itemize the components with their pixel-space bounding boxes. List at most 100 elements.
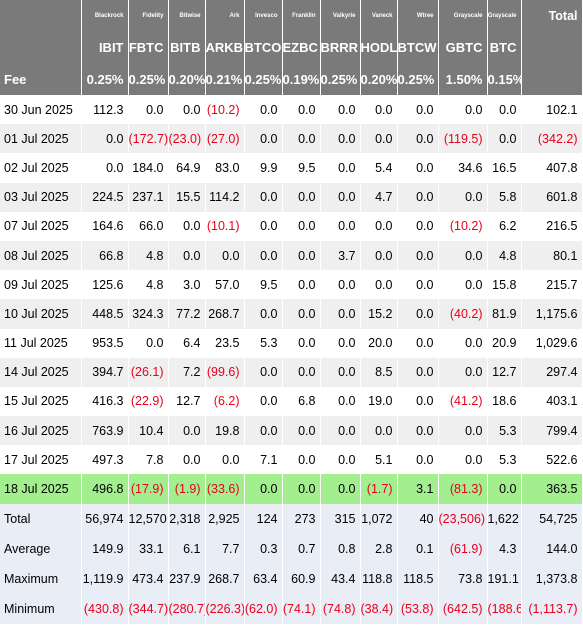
flow-value: (99.6) — [205, 357, 245, 387]
summary-total: (1,113.7) — [521, 593, 583, 624]
flow-value: 4.8 — [487, 240, 522, 271]
flow-value: 0.0 — [438, 416, 488, 446]
flow-value: (172.7) — [128, 124, 169, 154]
flow-value: 9.5 — [282, 153, 321, 183]
flow-value: 184.0 — [128, 153, 169, 183]
flow-value: 0.0 — [320, 299, 361, 329]
flow-value: (6.2) — [205, 386, 245, 417]
ticker-header: BRRR — [320, 32, 361, 63]
summary-value: (642.5) — [438, 593, 488, 624]
flow-value: 0.0 — [320, 386, 361, 417]
summary-value: 12,570 — [128, 503, 169, 534]
flow-value: 0.0 — [320, 182, 361, 212]
flow-value: 34.6 — [438, 153, 488, 183]
flow-value: 77.2 — [168, 299, 206, 329]
summary-value: 315 — [320, 503, 361, 534]
fee-row: Fee 0.25% 0.25% 0.20% 0.21% 0.25% 0.19% 0.25% 0.… — [0, 63, 583, 95]
flow-value: 0.0 — [282, 182, 321, 212]
table-row: 18 Jul 2025 496.8 (17.9) (1.9) (33.6) 0.0 0.0 0… — [0, 474, 583, 504]
flow-value: 0.0 — [360, 211, 398, 241]
flow-value: 125.6 — [81, 270, 129, 300]
flow-value: 4.8 — [128, 270, 169, 300]
row-total: 1,029.6 — [521, 328, 583, 358]
summary-value: 237.9 — [168, 563, 206, 594]
flow-value: 112.3 — [81, 95, 129, 125]
summary-value: 2,318 — [168, 503, 206, 534]
flow-value: 0.0 — [397, 299, 439, 329]
flow-value: 0.0 — [205, 445, 245, 475]
flow-value: 3.7 — [320, 240, 361, 271]
flow-value: (22.9) — [128, 386, 169, 417]
flow-value: 15.2 — [360, 299, 398, 329]
ticker-corner-cell — [0, 32, 82, 63]
flow-value: 497.3 — [81, 445, 129, 475]
summary-value: 2.8 — [360, 533, 398, 564]
row-total: 215.7 — [521, 270, 583, 300]
flow-value: 20.0 — [360, 328, 398, 358]
summary-label: Maximum — [0, 563, 82, 594]
row-date: 14 Jul 2025 — [0, 357, 82, 387]
row-total: 522.6 — [521, 445, 583, 475]
summary-value: (61.9) — [438, 533, 488, 564]
summary-value: (23,506) — [438, 503, 488, 534]
flow-value: 3.0 — [168, 270, 206, 300]
flow-value: 4.8 — [128, 240, 169, 271]
summary-row: Average 149.9 33.1 6.1 7.7 0.3 0.7 0.8 2.8 0.1 (61… — [0, 533, 583, 564]
flow-value: 0.0 — [397, 357, 439, 387]
summary-value: 4.3 — [487, 533, 522, 564]
summary-value: 1,622 — [487, 503, 522, 534]
flow-value: (23.0) — [168, 124, 206, 154]
flow-value: 0.0 — [438, 95, 488, 125]
flow-value: 0.0 — [282, 416, 321, 446]
flow-value: 4.7 — [360, 182, 398, 212]
ticker-header: EZBC — [282, 32, 321, 63]
flow-value: 0.0 — [128, 95, 169, 125]
row-date: 03 Jul 2025 — [0, 182, 82, 212]
summary-value: 6.1 — [168, 533, 206, 564]
row-date: 16 Jul 2025 — [0, 416, 82, 446]
summary-value: (430.8) — [81, 593, 129, 624]
ticker-header: ARKB — [205, 32, 245, 63]
fee-value: 0.25% — [397, 63, 439, 95]
flow-value: 0.0 — [205, 240, 245, 271]
flow-value: 0.0 — [282, 328, 321, 358]
summary-value: (280.7) — [168, 593, 206, 624]
flow-value: 0.0 — [397, 95, 439, 125]
flow-value: 0.0 — [438, 270, 488, 300]
flow-value: 0.0 — [397, 153, 439, 183]
ticker-header: BTC — [487, 32, 522, 63]
flow-value: 19.0 — [360, 386, 398, 417]
issuer-name: Grayscale — [438, 0, 488, 32]
ticker-header: BTCW — [397, 32, 439, 63]
summary-total: 54,725 — [521, 503, 583, 534]
flow-value: 0.0 — [168, 416, 206, 446]
flow-value: 0.0 — [282, 95, 321, 125]
flow-value: 496.8 — [81, 474, 129, 504]
summary-value: 268.7 — [205, 563, 245, 594]
flow-value: 5.8 — [487, 182, 522, 212]
flow-value: (33.6) — [205, 474, 245, 504]
issuer-name: Bitwise — [168, 0, 206, 32]
flow-value: 0.0 — [397, 270, 439, 300]
table-row: 11 Jul 2025 953.5 0.0 6.4 23.5 5.3 0.0 0.0 20.0 0… — [0, 328, 583, 358]
table-row: 15 Jul 2025 416.3 (22.9) 12.7 (6.2) 0.0 6.8 0.0… — [0, 386, 583, 417]
issuer-name: Grayscale — [487, 0, 522, 32]
flow-value: 6.8 — [282, 386, 321, 417]
flow-value: 12.7 — [168, 386, 206, 417]
flow-value: 6.4 — [168, 328, 206, 358]
flow-value: 19.8 — [205, 416, 245, 446]
table-row: 03 Jul 2025 224.5 237.1 15.5 114.2 0.0 0.0 0.0 4… — [0, 182, 583, 212]
summary-value: 473.4 — [128, 563, 169, 594]
summary-value: 0.3 — [244, 533, 283, 564]
flow-value: 0.0 — [282, 357, 321, 387]
flow-value: 64.9 — [168, 153, 206, 183]
ticker-total-cell — [521, 32, 583, 63]
summary-value: 63.4 — [244, 563, 283, 594]
flow-value: 0.0 — [320, 153, 361, 183]
summary-row: Maximum 1,119.9 473.4 237.9 268.7 63.4 60.9 43.… — [0, 563, 583, 594]
ticker-header: BITB — [168, 32, 206, 63]
flow-value: 0.0 — [282, 299, 321, 329]
table-row: 07 Jul 2025 164.6 66.0 0.0 (10.1) 0.0 0.0 0.0 0.… — [0, 211, 583, 241]
fee-value: 0.20% — [360, 63, 398, 95]
flow-value: 0.0 — [244, 124, 283, 154]
